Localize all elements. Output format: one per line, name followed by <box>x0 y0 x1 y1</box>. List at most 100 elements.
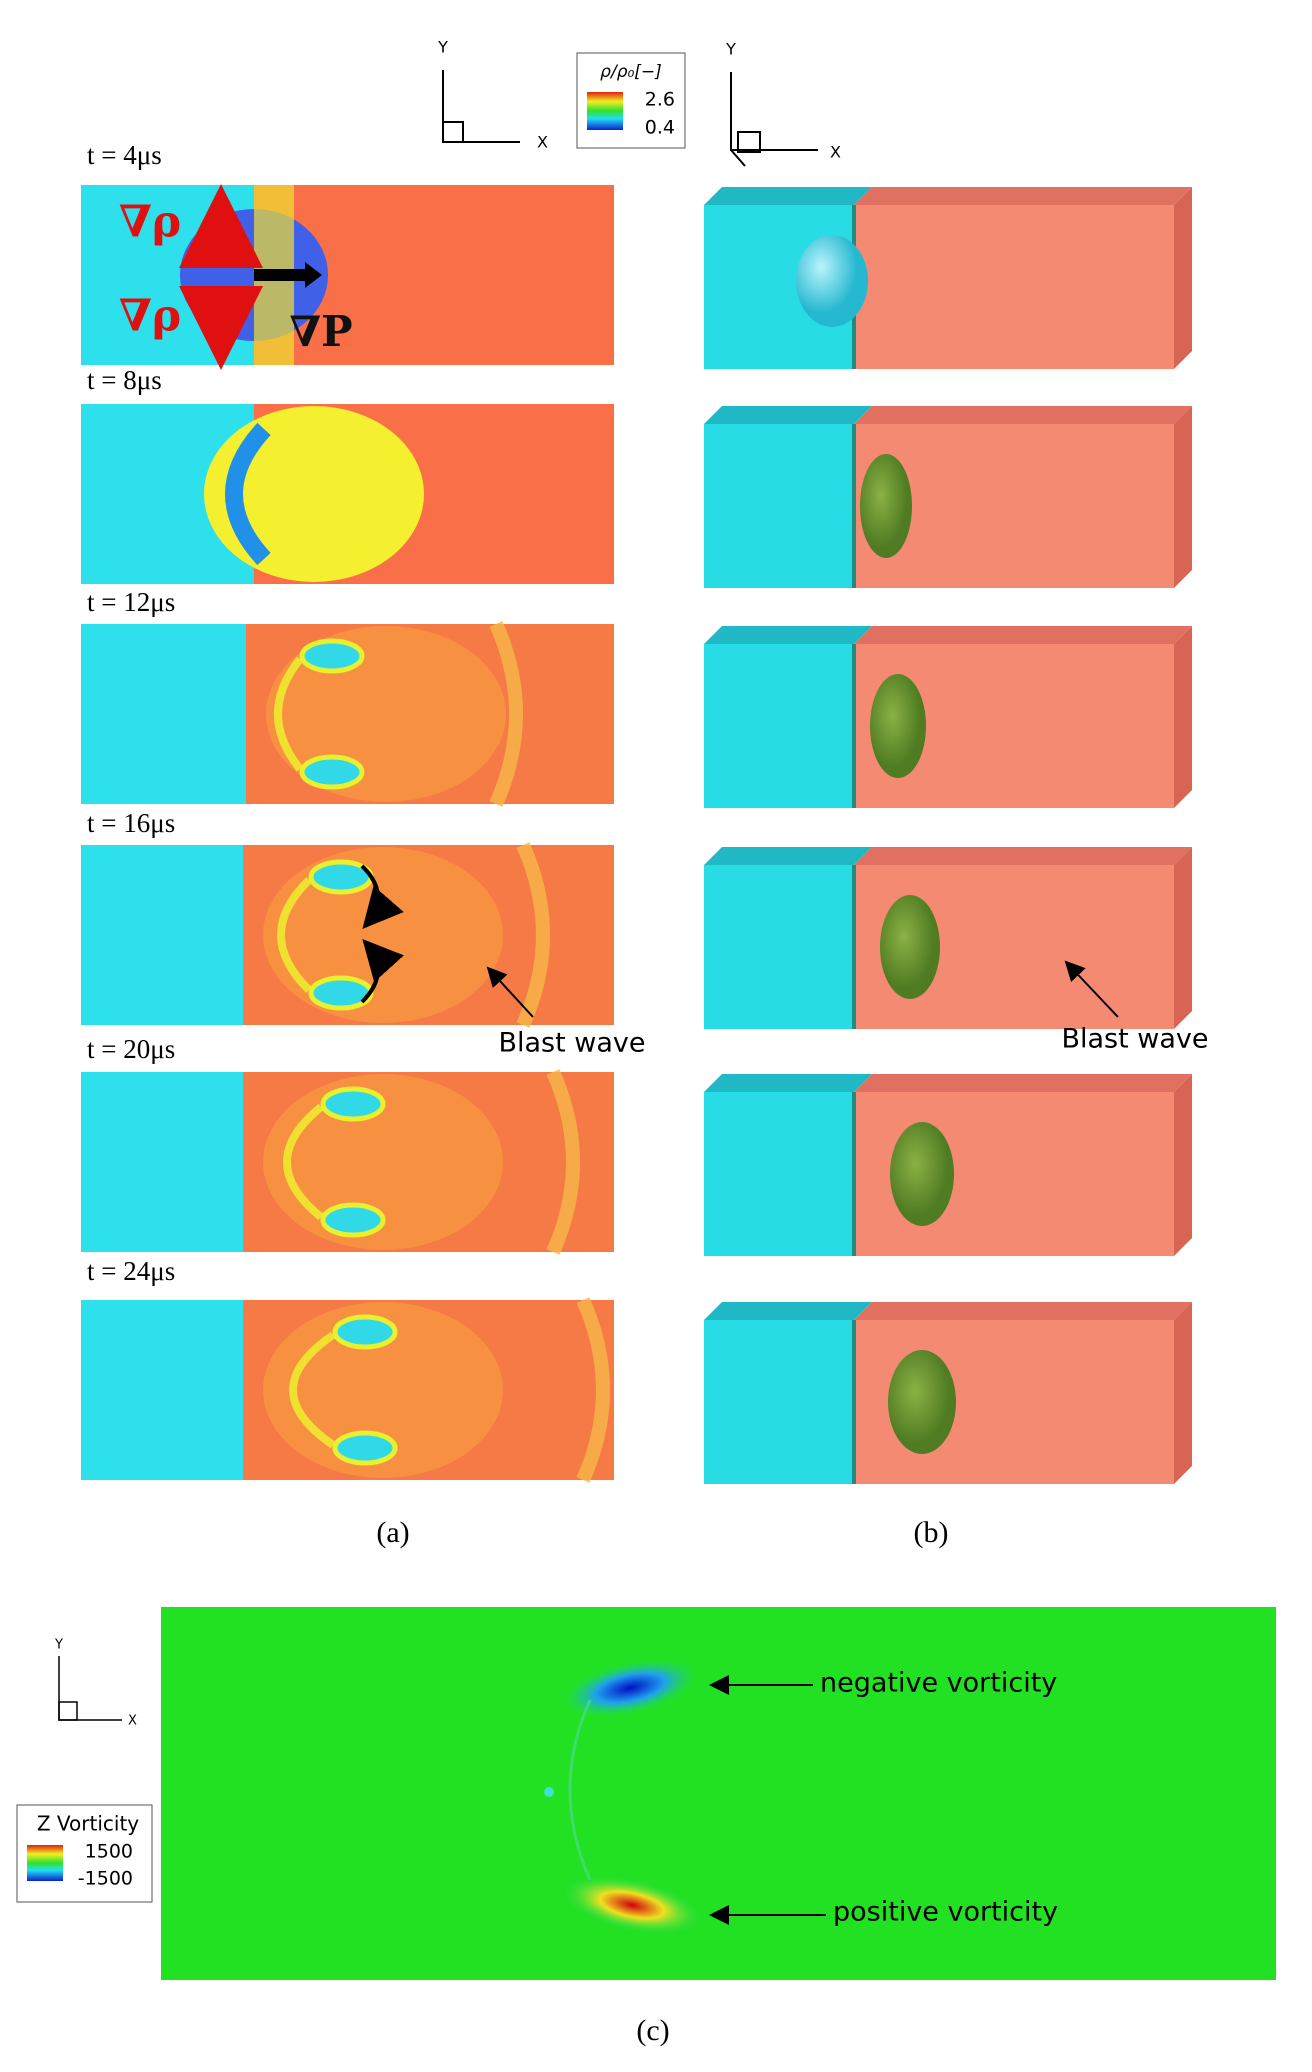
blast-front <box>516 842 550 1028</box>
front <box>283 1103 324 1221</box>
blast-front <box>576 1297 610 1483</box>
shape <box>442 70 520 143</box>
box-side <box>1174 847 1192 1029</box>
box-side <box>1174 1074 1192 1256</box>
crescent <box>225 422 271 566</box>
bubble-3d <box>796 235 868 327</box>
vortex <box>332 1430 398 1466</box>
vortex-pair <box>263 1069 580 1255</box>
legend-title: Z Vorticity <box>37 1812 139 1836</box>
annotation: ∇ρ <box>119 197 181 248</box>
shape <box>730 72 818 151</box>
box-top <box>854 1302 1192 1320</box>
time-label: t = 12μs <box>87 587 175 617</box>
box-top <box>854 187 1192 205</box>
vortex <box>299 638 365 674</box>
time-label: t = 20μs <box>87 1034 175 1064</box>
axis-label: Y <box>54 1638 63 1653</box>
legend-max: 1500 <box>85 1841 133 1863</box>
box-top <box>854 847 1192 865</box>
legend-min: 0.4 <box>645 117 675 139</box>
region-cyan <box>81 1072 243 1252</box>
region-cyan <box>81 845 243 1025</box>
box-top <box>704 1074 872 1092</box>
shape <box>58 1656 122 1721</box>
warm-zone <box>263 1074 503 1250</box>
vortex <box>308 975 374 1011</box>
box-top <box>704 406 872 424</box>
box-side <box>1174 1302 1192 1484</box>
box-cyan <box>704 644 854 808</box>
rotation-arrow <box>360 864 404 930</box>
vortex <box>544 1787 554 1797</box>
legend-colorbar <box>27 1845 63 1881</box>
vortex-pair <box>263 842 550 1028</box>
box-top <box>704 187 872 205</box>
time-label: t = 16μs <box>87 808 175 838</box>
shape <box>442 121 464 143</box>
legend-colorbar <box>587 92 623 130</box>
vorticity-field <box>161 1607 1276 1980</box>
shape <box>58 1701 78 1721</box>
vortex <box>320 1202 386 1238</box>
region-cyan <box>81 624 246 804</box>
axis-label: X <box>830 143 841 162</box>
box-cyan <box>704 1320 854 1484</box>
arrow <box>486 966 534 1018</box>
axis-label: X <box>537 133 548 152</box>
region-cyan <box>81 1300 243 1480</box>
box-side <box>1174 406 1192 588</box>
panel-label: (b) <box>914 1516 949 1549</box>
arrow <box>1064 960 1119 1018</box>
annotation: negative vorticity <box>820 1668 1057 1699</box>
box-top <box>854 1074 1192 1092</box>
time-label: t = 8μs <box>87 365 162 395</box>
axis-label: Y <box>725 40 736 59</box>
box-cyan <box>704 865 854 1029</box>
box-side <box>1174 187 1192 369</box>
annotation: ∇ρ <box>119 291 181 342</box>
box-top <box>854 406 1192 424</box>
shape <box>730 149 746 167</box>
annotation: ∇P <box>289 307 352 356</box>
box-cyan <box>704 424 854 588</box>
arrow-head <box>305 262 322 288</box>
axis-triad <box>58 1656 122 1721</box>
axis-triad <box>442 70 818 167</box>
rows: t = 4μs t = 8μs t = 12μs t = 16μs t = 20μs t … <box>81 140 1192 1484</box>
box-side <box>1174 626 1192 808</box>
shape <box>737 131 761 153</box>
box-top <box>854 626 1192 644</box>
annotation: Blast wave <box>1061 1024 1208 1055</box>
panel-label: (c) <box>636 2014 669 2047</box>
box-orange <box>854 205 1174 369</box>
ring-3d <box>890 1122 954 1226</box>
box-top <box>704 1302 872 1320</box>
legend-max: 2.6 <box>645 89 675 111</box>
vortex <box>561 1658 699 1718</box>
vortex <box>299 754 365 790</box>
legend-min: -1500 <box>78 1868 133 1890</box>
box-top <box>704 847 872 865</box>
contour <box>568 1699 592 1881</box>
ring-3d <box>870 674 926 778</box>
panel-label: (a) <box>376 1516 409 1549</box>
annotation: Blast wave <box>498 1028 645 1059</box>
front <box>289 1331 336 1449</box>
annotation: positive vorticity <box>833 1897 1058 1928</box>
legend-title: ρ/ρ₀[−] <box>600 62 662 82</box>
vortex <box>320 1086 386 1122</box>
ring-3d <box>860 454 912 558</box>
axis-label: X <box>128 1714 137 1729</box>
box-top <box>704 626 872 644</box>
blast-front <box>546 1069 580 1255</box>
ring-3d <box>888 1350 956 1454</box>
ring-3d <box>880 895 940 999</box>
rotation-arrow <box>360 939 404 1004</box>
compressed <box>204 406 424 582</box>
time-label: t = 24μs <box>87 1256 175 1286</box>
axis-label: Y <box>437 38 448 57</box>
vortex-pair <box>263 1297 610 1483</box>
